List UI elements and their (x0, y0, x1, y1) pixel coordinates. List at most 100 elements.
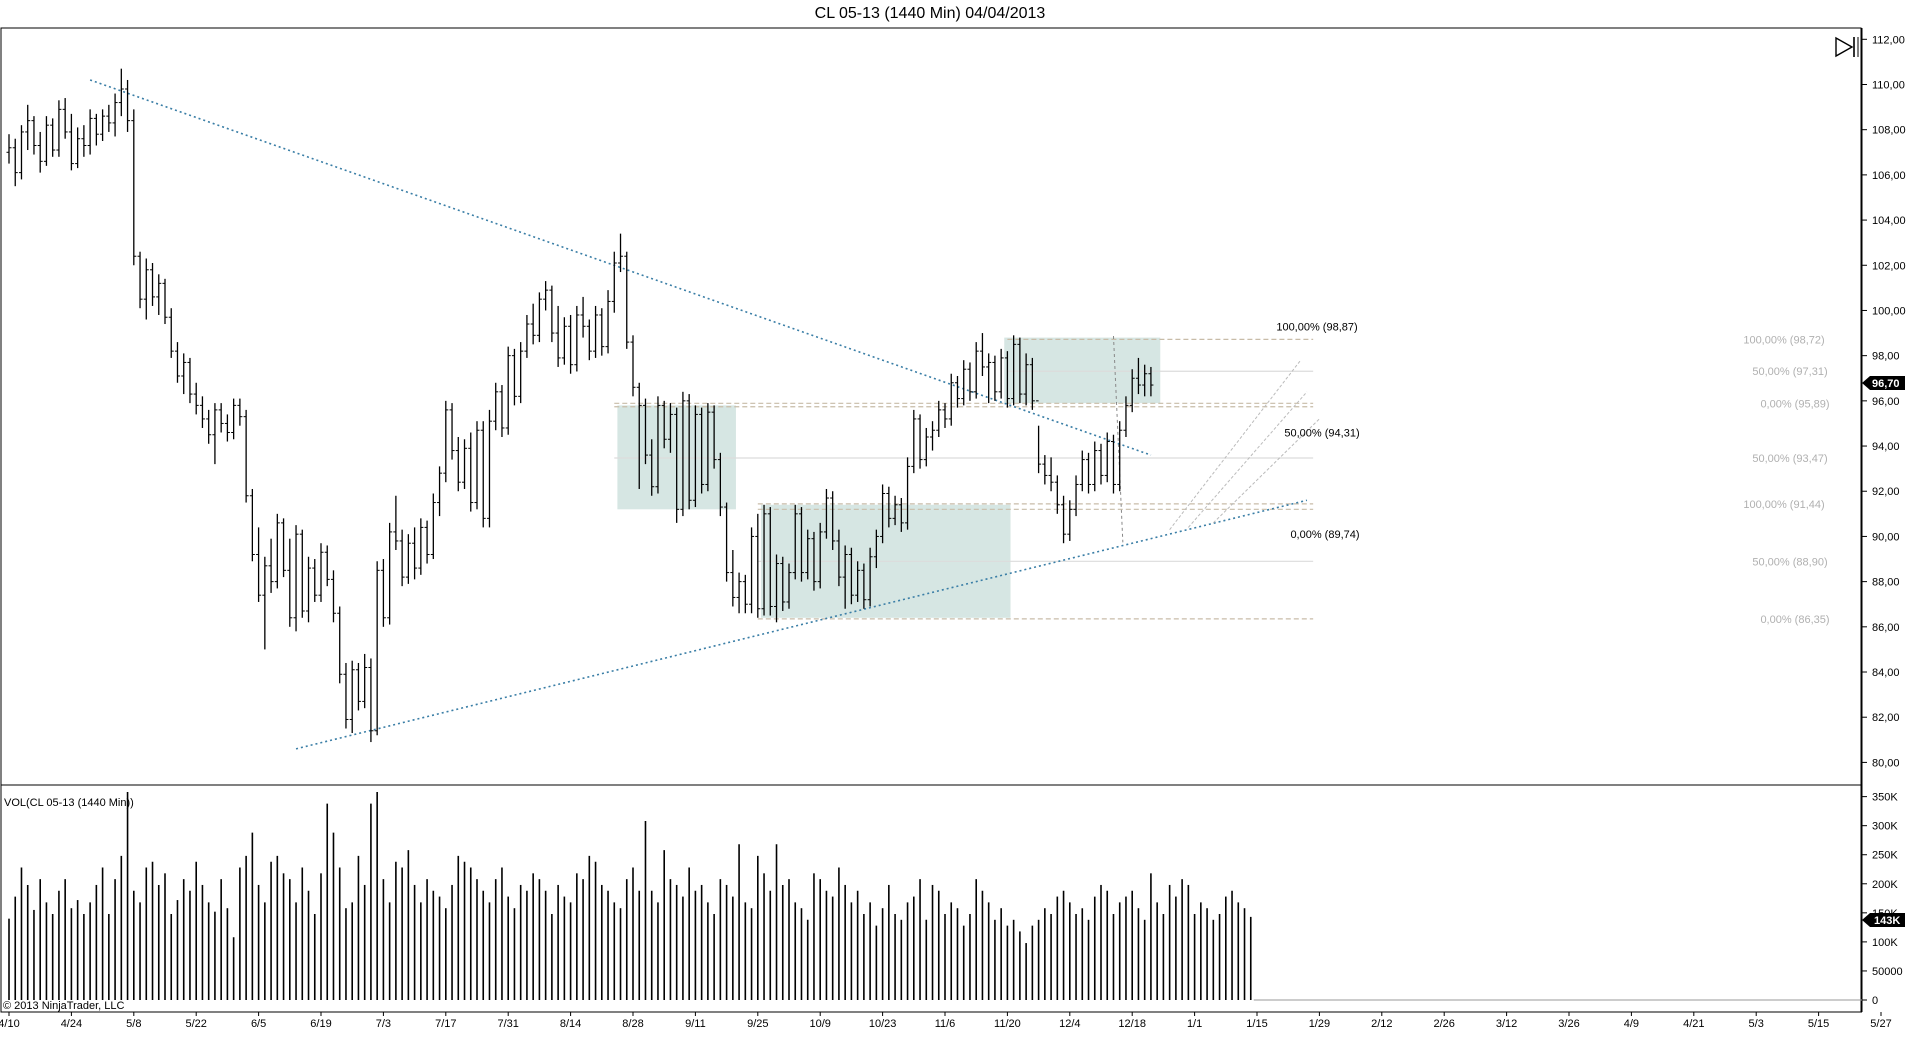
skip-to-end-icon[interactable] (1834, 36, 1860, 60)
ohlc-bar (798, 507, 804, 582)
ohlc-bar (848, 547, 854, 605)
fib-label-main: 100,00% (98,87) (1276, 321, 1357, 333)
date-tick-label: 5/8 (126, 1018, 141, 1030)
volume-tick-label: 200K (1872, 879, 1898, 891)
ohlc-bar (424, 520, 430, 564)
ohlc-bar (842, 545, 848, 609)
volume-tick-label: 0 (1872, 995, 1878, 1007)
ohlc-bar (349, 660, 355, 734)
ohlc-bar (649, 439, 655, 496)
volume-tick-label: 250K (1872, 850, 1898, 862)
last-price-tag: 96,70 (1862, 376, 1905, 390)
ohlc-bar (1029, 357, 1035, 410)
ohlc-bar (143, 258, 149, 320)
ohlc-bar (387, 522, 393, 625)
ohlc-bar (736, 572, 742, 614)
date-tick-label: 9/11 (685, 1018, 706, 1030)
ohlc-bar (1104, 432, 1110, 483)
ohlc-bar (43, 116, 49, 166)
fib-connector (1112, 335, 1124, 543)
channel-line (1187, 391, 1308, 528)
date-tick-label: 12/4 (1059, 1018, 1080, 1030)
ohlc-bar (786, 563, 792, 609)
ohlc-bar (599, 308, 605, 356)
ohlc-bar (330, 570, 336, 623)
ohlc-bar (780, 556, 786, 612)
ohlc-bar (686, 394, 692, 510)
zone-box (1004, 337, 1161, 404)
ohlc-bar (586, 319, 592, 361)
ohlc-bar (150, 263, 156, 306)
ohlc-bar (193, 382, 199, 415)
volume-tick-label: 300K (1872, 821, 1898, 833)
ohlc-bar (243, 409, 249, 503)
ohlc-bar (486, 409, 492, 528)
ohlc-bar (1079, 450, 1085, 492)
ohlc-bar (237, 398, 243, 426)
ohlc-bar (611, 251, 617, 313)
ohlc-bar (880, 484, 886, 544)
fib-label: 50,00% (93,47) (1752, 453, 1827, 465)
ohlc-bar (380, 559, 386, 627)
ohlc-bar (249, 488, 255, 562)
volume-panel-label: VOL(CL 05-13 (1440 Min)) (4, 797, 134, 809)
ohlc-bar (162, 278, 168, 325)
price-tick-label: 80,00 (1872, 757, 1900, 769)
ohlc-bar (293, 525, 299, 632)
volume-tick-label: 50000 (1872, 966, 1903, 978)
date-tick-label: 8/28 (622, 1018, 643, 1030)
ohlc-bar (1004, 351, 1010, 408)
price-tick-label: 106,00 (1872, 170, 1906, 182)
date-tick-label: 7/3 (376, 1018, 391, 1030)
ohlc-bar (511, 348, 517, 406)
ohlc-bar (324, 545, 330, 587)
volume-panel-frame (0, 784, 1862, 1013)
date-tick-label: 7/31 (497, 1018, 518, 1030)
ohlc-bar (93, 113, 99, 146)
ohlc-bar (948, 373, 954, 426)
date-tick-label: 2/26 (1433, 1018, 1454, 1030)
ohlc-bar (1054, 475, 1060, 514)
ohlc-bar (855, 561, 861, 602)
ohlc-bar (774, 554, 780, 623)
ohlc-bar (1135, 357, 1141, 395)
ohlc-bar (524, 314, 530, 358)
ohlc-bar (224, 414, 230, 442)
ohlc-bar (412, 527, 418, 580)
ohlc-bar (218, 403, 224, 433)
ohlc-bar (986, 353, 992, 404)
ohlc-bar (605, 290, 611, 354)
ohlc-bar (961, 360, 967, 406)
ohlc-bar (312, 559, 318, 602)
ohlc-bar (1123, 396, 1129, 438)
ohlc-bar (50, 118, 56, 157)
ohlc-bar (68, 113, 74, 171)
price-tick-label: 108,00 (1872, 125, 1906, 137)
ohlc-bar (574, 305, 580, 372)
fib-label: 0,00% (95,89) (1760, 398, 1829, 410)
ohlc-bar (156, 274, 162, 315)
ohlc-bar (374, 561, 380, 736)
ohlc-bar (112, 93, 118, 137)
ohlc-bar (462, 439, 468, 489)
ohlc-bar (256, 527, 262, 602)
ohlc-bar (618, 233, 624, 273)
date-tick-label: 7/17 (435, 1018, 456, 1030)
ohlc-bar (992, 355, 998, 401)
ohlc-bar (636, 382, 642, 489)
ohlc-bar (973, 342, 979, 399)
ohlc-bar (936, 400, 942, 438)
ohlc-bar (817, 522, 823, 589)
ohlc-bar (306, 556, 312, 623)
date-tick-label: 2/12 (1371, 1018, 1392, 1030)
ohlc-bar (979, 333, 985, 376)
date-tick-label: 4/21 (1683, 1018, 1704, 1030)
ohlc-bar (942, 403, 948, 428)
ohlc-bar (998, 348, 1004, 399)
ohlc-bar (480, 421, 486, 528)
price-tick-label: 86,00 (1872, 622, 1900, 634)
ohlc-bar (917, 414, 923, 469)
ohlc-bar (967, 362, 973, 401)
ohlc-bar (231, 398, 237, 440)
